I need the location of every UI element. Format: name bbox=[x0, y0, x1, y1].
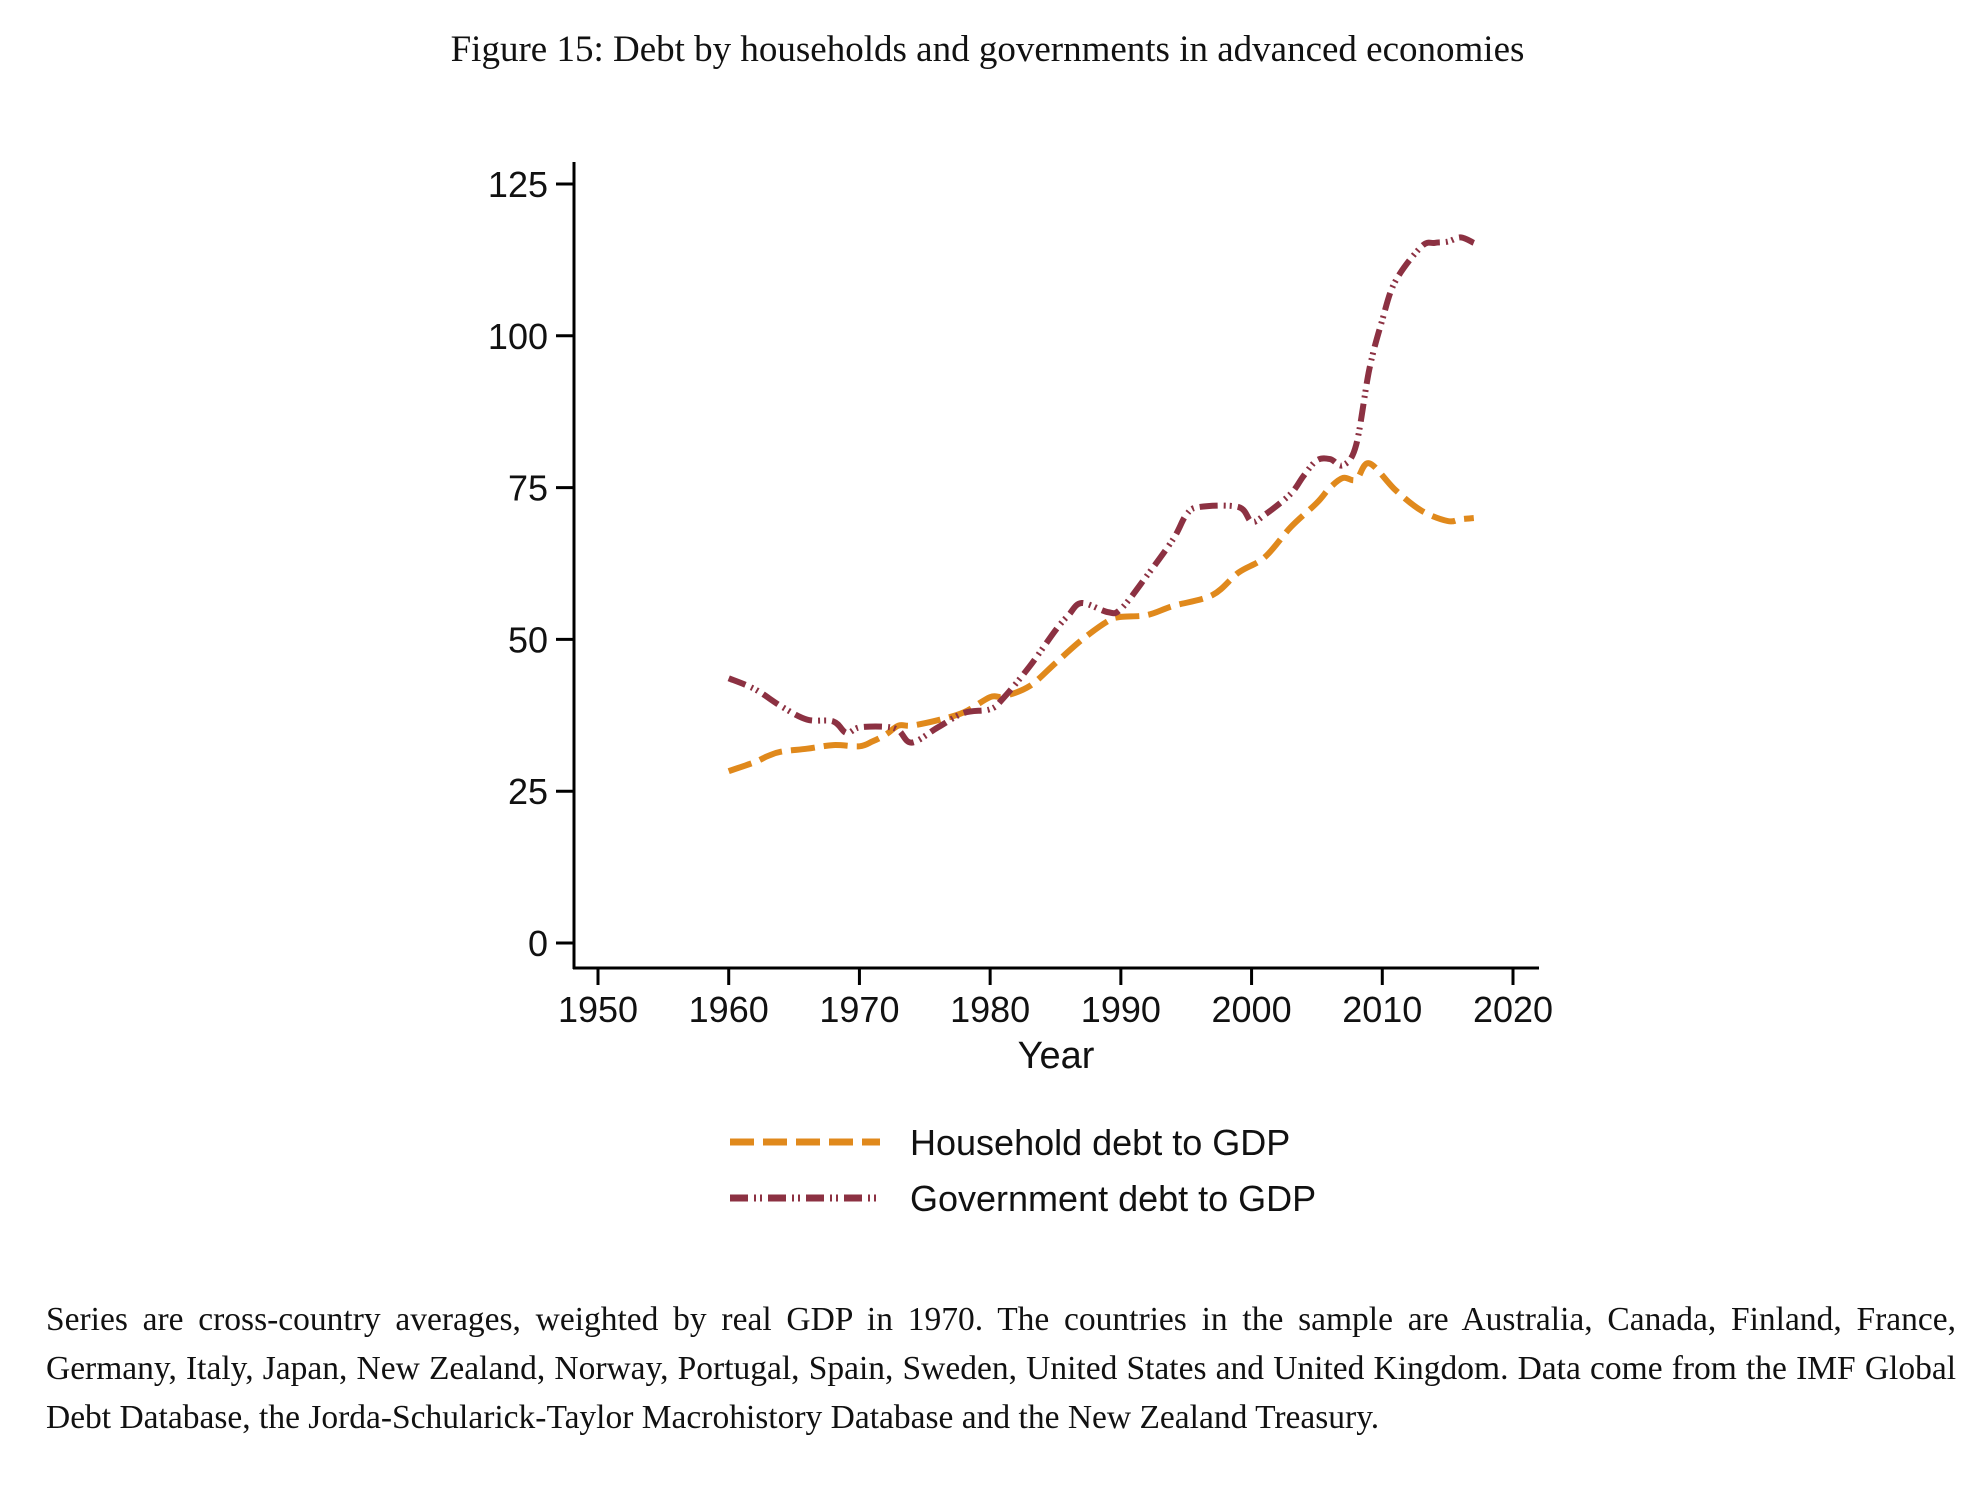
y-tick-label: 125 bbox=[488, 164, 548, 205]
y-tick-label: 100 bbox=[488, 316, 548, 357]
y-tick-label: 0 bbox=[528, 923, 548, 964]
x-ticks: 1950 1960 1970 1980 1990 2000 2010 2020 bbox=[558, 968, 1553, 1030]
figure-footnote: Series are cross-country averages, weigh… bbox=[46, 1301, 1956, 1436]
legend-item-household: Household debt to GDP bbox=[730, 1122, 1290, 1163]
x-tick-label: 2010 bbox=[1342, 989, 1422, 1030]
chart: 0 25 50 75 100 125 1950 1960 1970 1980 1990 2000 20… bbox=[488, 162, 1553, 1219]
y-tick-label: 50 bbox=[508, 619, 548, 660]
x-axis-title: Year bbox=[1018, 1035, 1095, 1077]
x-tick-label: 1950 bbox=[558, 989, 638, 1030]
series-line-household bbox=[727, 460, 1475, 775]
x-tick-label: 1990 bbox=[1081, 989, 1161, 1030]
y-tick-label: 25 bbox=[508, 771, 548, 812]
y-tick-label: 75 bbox=[508, 468, 548, 509]
y-ticks: 0 25 50 75 100 125 bbox=[488, 164, 574, 964]
series-line-government bbox=[727, 234, 1476, 746]
x-tick-label: 1970 bbox=[819, 989, 899, 1030]
x-tick-label: 2020 bbox=[1473, 989, 1553, 1030]
legend-label-household: Household debt to GDP bbox=[910, 1122, 1290, 1163]
x-tick-label: 2000 bbox=[1212, 989, 1292, 1030]
x-tick-label: 1980 bbox=[950, 989, 1030, 1030]
legend-item-government: Government debt to GDP bbox=[730, 1178, 1316, 1219]
x-tick-label: 1960 bbox=[689, 989, 769, 1030]
figure-title: Figure 15: Debt by households and govern… bbox=[450, 29, 1525, 70]
legend-label-government: Government debt to GDP bbox=[910, 1178, 1316, 1219]
legend: Household debt to GDP Government debt to… bbox=[730, 1122, 1316, 1219]
plot-area bbox=[727, 234, 1476, 775]
